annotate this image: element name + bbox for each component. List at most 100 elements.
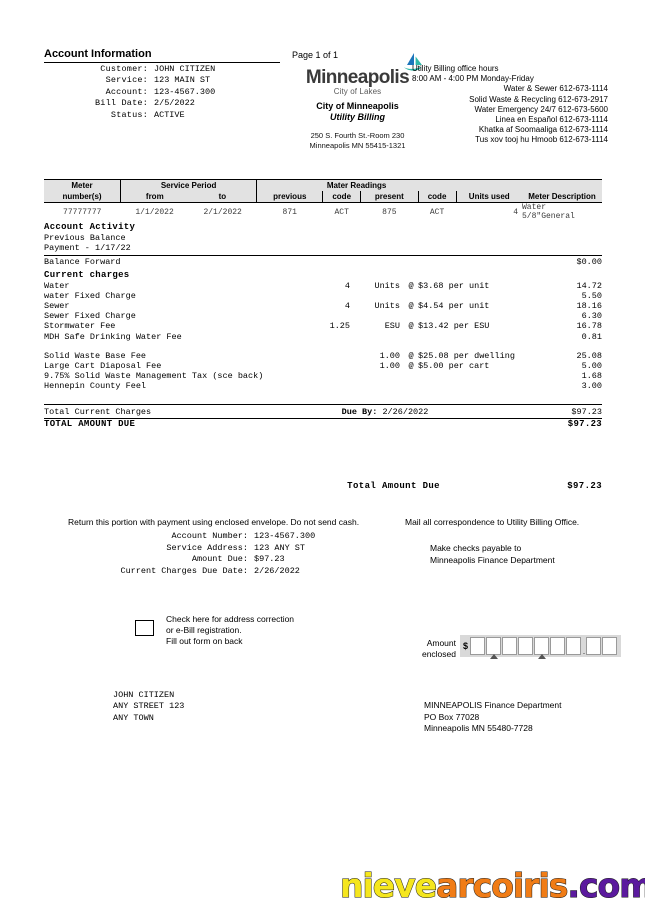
account-information-fields: Customer: JOHN CITIZEN Service: 123 MAIN… — [44, 64, 290, 121]
charge-row: Water 4 Units @ $3.68 per unit 14.72 — [44, 281, 602, 291]
contact-info-block: Utility Billing office hours 8:00 AM - 4… — [412, 64, 608, 146]
logo-wordmark: Minneapolis — [306, 53, 423, 87]
customer-mailing-address: JOHN CITIZEN ANY STREET 123 ANY TOWN — [113, 690, 184, 724]
charge-rate: $5.00 per cart — [418, 361, 490, 372]
stub-value: $97.23 — [254, 554, 285, 565]
return-portion-note: Return this portion with payment using e… — [68, 517, 360, 527]
meter-readings-table: Meter Service Period Mater Readings numb… — [44, 179, 602, 221]
total-current-charges-label: Total Current Charges — [44, 406, 152, 417]
stub-label: Amount Due: — [191, 554, 248, 565]
cell-present: 875 — [382, 207, 397, 217]
charge-at — [404, 291, 418, 301]
charge-amount: 18.16 — [576, 301, 602, 312]
decimal-separator: . — [582, 646, 586, 656]
due-by-block: Due By: 2/26/2022 — [292, 407, 478, 417]
watermark-part-2: arcoiris — [436, 866, 569, 906]
charge-amount: 14.72 — [576, 280, 602, 291]
account-field-row: Service: 123 MAIN ST — [44, 75, 290, 86]
amount-digit-cell[interactable] — [502, 637, 518, 655]
charge-rate — [418, 332, 538, 342]
charge-desc: Sewer Fixed Charge — [44, 311, 136, 322]
amount-digit-cell[interactable] — [550, 637, 566, 655]
amount-enclosed-line-2: enclosed — [421, 649, 456, 659]
contact-spanish: Linea en Español 612-673-1114 — [495, 115, 608, 125]
group-header-meter: Meter — [44, 179, 121, 191]
charge-qty — [292, 332, 350, 342]
finance-address-line-2: PO Box 77028 — [424, 711, 480, 722]
col-header-meter-description: Meter Description — [522, 191, 602, 203]
logo-address-line-1: 250 S. Fourth St.-Room 230 — [310, 131, 405, 140]
charge-desc: Stormwater Fee — [44, 321, 116, 332]
charge-unit: ESU — [384, 321, 400, 332]
divider-grand-total — [44, 417, 602, 419]
charge-unit: 1.00 — [379, 361, 400, 372]
charge-amount: 3.00 — [581, 381, 602, 392]
divider-balance-forward — [44, 255, 602, 257]
charge-rate — [418, 311, 538, 321]
contact-solid-waste: Solid Waste & Recycling 612-673-2917 — [469, 94, 608, 104]
charge-qty — [292, 361, 350, 371]
charge-rate: $3.68 per unit — [418, 280, 490, 291]
amount-digit-cell[interactable] — [566, 637, 582, 655]
total-current-charges-row: Total Current Charges Due By: 2/26/2022 … — [44, 407, 602, 417]
amount-enclosed-field[interactable]: $ . — [460, 635, 622, 659]
account-field-row: Status: ACTIVE — [44, 110, 290, 121]
amount-digit-cell[interactable] — [470, 637, 486, 655]
make-checks-line-2: Minneapolis Finance Department — [430, 554, 555, 565]
balance-forward-amount: $0.00 — [576, 257, 602, 268]
contact-hmong: Tus xov tooj hu Hmoob 612-673-1114 — [475, 135, 608, 145]
customer-address-line-1: JOHN CITIZEN — [113, 690, 175, 700]
amount-digit-cell[interactable] — [518, 637, 534, 655]
amount-digit-cell[interactable] — [534, 637, 550, 659]
stub-label: Current Charges Due Date: — [120, 565, 248, 576]
account-information-title: Account Information — [44, 48, 280, 63]
charge-rate: $13.42 per ESU — [418, 321, 490, 332]
amount-digit-cell[interactable] — [602, 637, 618, 655]
cell-from: 1/1/2022 — [135, 207, 174, 217]
mail-correspondence-note: Mail all correspondence to Utility Billi… — [405, 517, 580, 527]
charge-qty: 4 — [344, 301, 350, 312]
field-label: Bill Date: — [94, 98, 148, 109]
stub-label: Account Number: — [171, 531, 248, 541]
col-header-to: to — [188, 191, 257, 203]
col-header-units-used: Units used — [455, 191, 522, 203]
make-checks-payable-block: Make checks payable to Minneapolis Finan… — [430, 543, 555, 566]
page-indicator: Page 1 of 1 — [292, 50, 339, 60]
charge-unit — [350, 371, 404, 381]
charge-desc: water Fixed Charge — [44, 290, 136, 301]
address-correction-checkbox[interactable] — [135, 620, 154, 636]
finance-address-line-3: Minneapolis MN 55480-7728 — [424, 723, 533, 734]
stub-field-row: Current Charges Due Date: 2/26/2022 — [68, 566, 368, 578]
charge-at: @ — [408, 361, 414, 372]
col-header-present: present — [360, 191, 419, 203]
field-label: Service: — [105, 75, 148, 86]
col-header-number: number(s) — [44, 191, 121, 203]
amount-enclosed-label: Amount enclosed — [412, 638, 456, 660]
group-header-readings: Mater Readings — [256, 179, 456, 191]
charge-row: Hennepin County Feel 3.00 — [44, 381, 602, 391]
account-field-row: Bill Date: 2/5/2022 — [44, 98, 290, 109]
charge-qty: 4 — [344, 280, 350, 291]
charge-amount: 5.00 — [581, 361, 602, 372]
cell-to: 2/1/2022 — [203, 207, 242, 217]
charge-row: Sewer Fixed Charge 6.30 — [44, 311, 602, 321]
amount-digit-cell[interactable] — [586, 637, 602, 655]
watermark-part-1: nieve — [339, 866, 437, 906]
charge-amount: 25.08 — [576, 350, 602, 361]
due-by-label: Due By: — [341, 406, 378, 417]
stub-field-row: Amount Due: $97.23 — [68, 554, 368, 566]
charge-row: Large Cart Diaposal Fee 1.00 @ $5.00 per… — [44, 361, 602, 371]
charge-at — [404, 332, 418, 342]
charge-amount: 6.30 — [581, 311, 602, 322]
checkbox-line-1: Check here for address correction — [166, 614, 295, 624]
charge-desc: Sewer — [44, 301, 70, 312]
col-header-code-previous: code — [322, 191, 361, 203]
activity-row: Previous Balance Payment - 1/17/22 — [44, 233, 602, 253]
logo-tagline: City of Lakes — [333, 87, 382, 96]
account-field-row: Customer: JOHN CITIZEN — [44, 64, 290, 75]
office-hours-line-1: Utility Billing office hours — [412, 64, 499, 73]
charge-at — [404, 371, 418, 381]
amount-digit-cell[interactable] — [486, 637, 502, 659]
field-value: 123 MAIN ST — [154, 75, 211, 86]
